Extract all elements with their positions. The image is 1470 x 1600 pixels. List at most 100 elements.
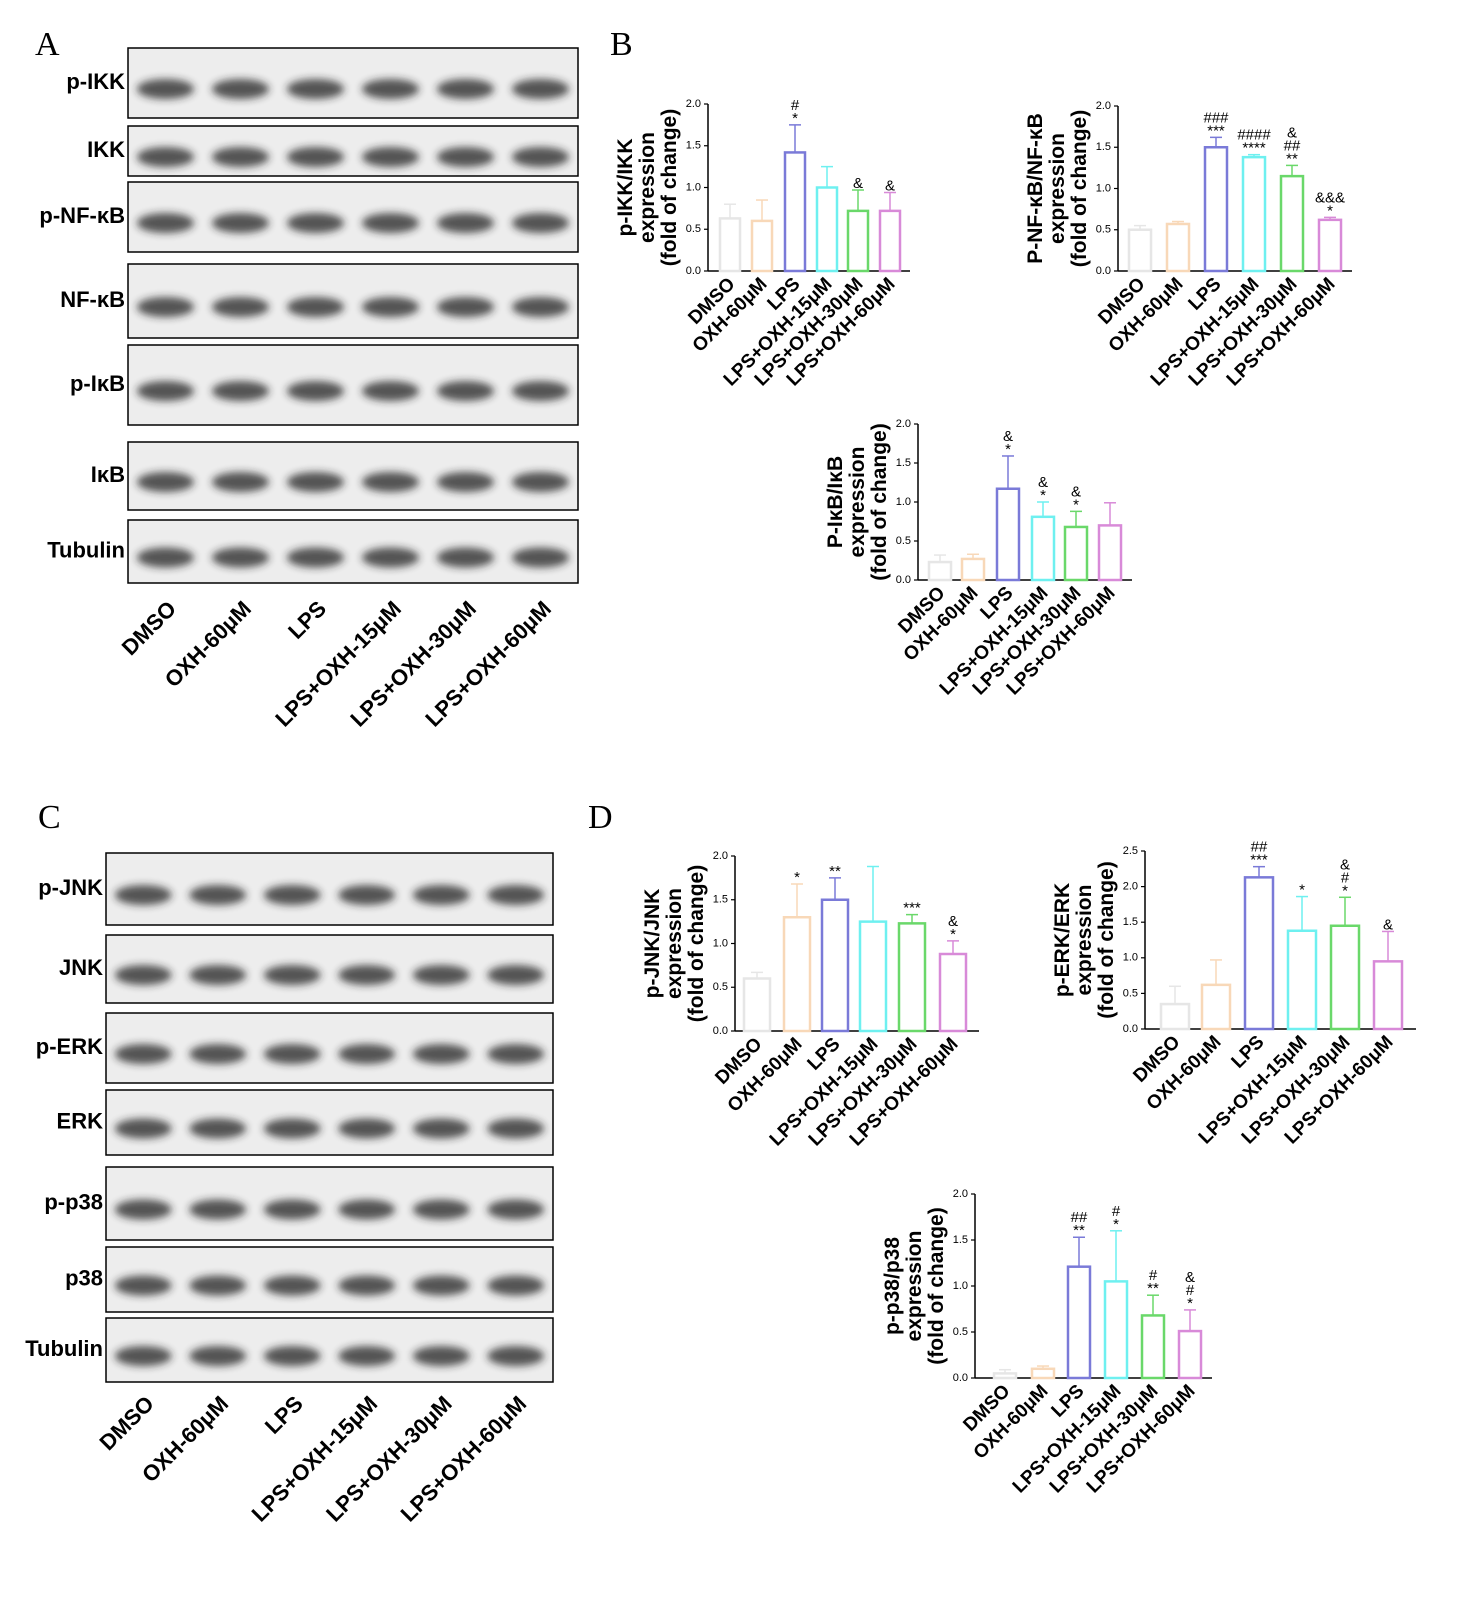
significance-mark: &&& xyxy=(1315,189,1345,206)
significance-mark: & xyxy=(1383,916,1393,933)
blot-band xyxy=(338,1275,396,1296)
bar xyxy=(858,920,888,1033)
bar xyxy=(783,151,807,273)
y-axis-label: (fold of change) xyxy=(1095,861,1118,1018)
blot-band xyxy=(114,1044,172,1064)
blot-band xyxy=(212,213,269,233)
significance-mark: ## xyxy=(1071,1209,1088,1226)
blot-band xyxy=(338,1044,396,1064)
lane-label: LPS xyxy=(260,1391,308,1439)
lane-label: LPS+OXH-30μM xyxy=(345,596,481,732)
panel-letter: B xyxy=(610,26,633,63)
blot-band xyxy=(189,1118,247,1139)
band-label: NF-κB xyxy=(60,287,125,312)
blot-box xyxy=(105,1317,554,1383)
bar xyxy=(1317,218,1343,273)
blot-box xyxy=(127,181,579,253)
significance-mark: * xyxy=(1113,1216,1119,1233)
blot-band xyxy=(512,213,569,233)
significance-mark: * xyxy=(1040,487,1046,504)
blot-band xyxy=(189,1044,247,1064)
blot-band xyxy=(437,213,494,233)
bar xyxy=(1030,515,1056,582)
bar xyxy=(1140,1314,1166,1380)
blot-box xyxy=(127,344,579,426)
y-tick-label: 0.5 xyxy=(713,981,728,993)
blot-band xyxy=(512,79,569,99)
blot-band xyxy=(412,965,470,985)
blot-band xyxy=(212,547,269,568)
blot-band xyxy=(212,381,269,401)
significance-mark: & xyxy=(1071,483,1081,500)
blot-band xyxy=(287,79,344,99)
bar xyxy=(897,922,927,1033)
bar xyxy=(815,186,839,273)
bar xyxy=(878,209,902,273)
blot-band xyxy=(263,1346,321,1366)
blot-box xyxy=(105,934,554,1004)
significance-mark: #### xyxy=(1237,127,1271,144)
blot-band xyxy=(212,79,269,99)
significance-mark: & xyxy=(1038,474,1048,491)
blot-box xyxy=(127,441,579,511)
y-axis-label: P-IκB/IκB xyxy=(824,456,847,548)
significance-mark: * xyxy=(950,926,956,943)
y-tick-label: 2.0 xyxy=(686,98,701,110)
bar xyxy=(1165,222,1191,273)
band-label: ERK xyxy=(57,1108,104,1133)
y-tick-label: 0.0 xyxy=(686,265,701,277)
significance-mark: * xyxy=(1005,441,1011,458)
band-label: Tubulin xyxy=(47,537,125,562)
bar xyxy=(1030,1367,1056,1380)
blot-band xyxy=(137,472,194,492)
bar xyxy=(1241,155,1267,273)
bar xyxy=(1066,1265,1092,1380)
blot-band xyxy=(189,885,247,905)
bar xyxy=(1159,1002,1191,1031)
y-axis-label: p-JNK/JNK xyxy=(641,889,664,999)
band-label: p-ERK xyxy=(36,1034,103,1059)
bar xyxy=(995,487,1021,582)
band-label: p-p38 xyxy=(44,1189,103,1214)
blot-band xyxy=(487,1118,545,1139)
blot-band xyxy=(189,1275,247,1296)
blot-box xyxy=(105,1166,554,1241)
y-tick-label: 0.0 xyxy=(1096,265,1111,277)
blot-band xyxy=(362,297,419,317)
band-label: p-IκB xyxy=(70,371,125,396)
blot-box xyxy=(127,47,579,119)
y-tick-label: 0.5 xyxy=(1123,987,1138,999)
blot-band xyxy=(487,1346,545,1366)
blot-band xyxy=(137,213,194,233)
blot-band xyxy=(114,885,172,905)
blot-band xyxy=(263,1044,321,1064)
bar xyxy=(992,1372,1018,1380)
lane-label: DMSO xyxy=(94,1391,158,1455)
y-axis-label: expression xyxy=(1073,885,1096,996)
blot-band xyxy=(137,79,194,99)
blot-band xyxy=(189,1199,247,1220)
blot-band xyxy=(512,381,569,401)
bar xyxy=(1329,924,1361,1031)
blot-band xyxy=(412,885,470,905)
blot-band xyxy=(437,297,494,317)
blot-band xyxy=(487,1199,545,1220)
lane-label: LPS+OXH-60μM xyxy=(420,596,556,732)
blot-box xyxy=(105,1246,554,1313)
y-axis-label: expression xyxy=(1046,133,1069,244)
panel-letter: D xyxy=(588,799,613,836)
significance-mark: ** xyxy=(1147,1280,1159,1297)
y-tick-label: 0.5 xyxy=(953,1326,968,1338)
y-tick-label: 0.0 xyxy=(713,1025,728,1037)
significance-mark: * xyxy=(1187,1295,1193,1312)
y-tick-label: 0.0 xyxy=(1123,1023,1138,1035)
blot-band xyxy=(263,885,321,905)
significance-mark: & xyxy=(1185,1269,1195,1286)
y-tick-label: 2.5 xyxy=(1123,845,1138,857)
y-axis-label: (fold of change) xyxy=(925,1207,948,1364)
blot-band xyxy=(287,472,344,492)
lane-label: DMSO xyxy=(117,596,181,660)
significance-mark: **** xyxy=(1242,140,1266,157)
blot-band xyxy=(338,1346,396,1366)
